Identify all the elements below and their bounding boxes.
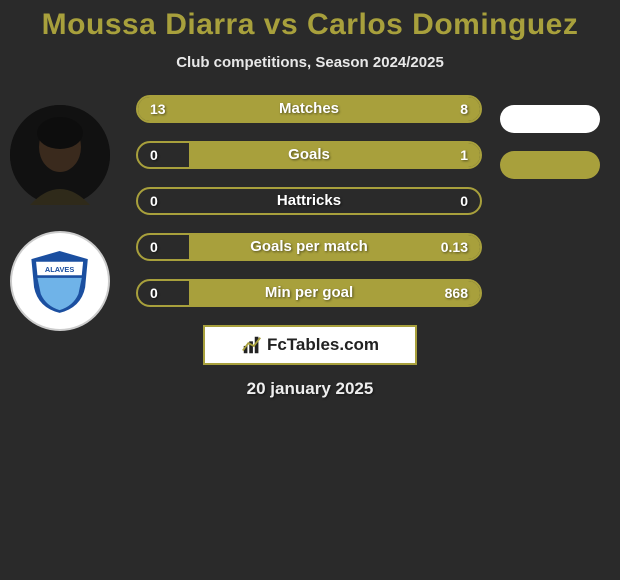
player1-avatar-icon <box>10 105 110 205</box>
brand-text: FcTables.com <box>267 335 379 355</box>
stat-value-right: 8 <box>460 97 468 121</box>
stat-label: Matches <box>138 97 480 121</box>
player1-avatar <box>10 105 110 205</box>
stat-label: Min per goal <box>138 281 480 305</box>
bar-chart-icon <box>241 334 263 356</box>
player1-indicator-pill <box>500 105 600 133</box>
svg-text:ALAVES: ALAVES <box>45 265 74 274</box>
stat-label: Goals per match <box>138 235 480 259</box>
player2-indicator-pill <box>500 151 600 179</box>
stat-value-right: 1 <box>460 143 468 167</box>
stat-value-right: 0.13 <box>441 235 468 259</box>
stat-row: 0Goals1 <box>136 141 482 169</box>
stat-row: 0Goals per match0.13 <box>136 233 482 261</box>
date-text: 20 january 2025 <box>0 379 620 399</box>
stat-label: Hattricks <box>138 189 480 213</box>
stat-value-right: 0 <box>460 189 468 213</box>
player2-avatar: ALAVES <box>10 231 110 331</box>
stat-row: 13Matches8 <box>136 95 482 123</box>
player2-club-logo-icon: ALAVES <box>26 247 93 314</box>
comparison-card: Moussa Diarra vs Carlos Dominguez Club c… <box>0 0 620 399</box>
subtitle: Club competitions, Season 2024/2025 <box>0 54 620 71</box>
stat-row: 0Min per goal868 <box>136 279 482 307</box>
stat-rows: 13Matches80Goals10Hattricks00Goals per m… <box>136 95 482 307</box>
brand-box[interactable]: FcTables.com <box>203 325 417 365</box>
stat-label: Goals <box>138 143 480 167</box>
stat-row: 0Hattricks0 <box>136 187 482 215</box>
page-title: Moussa Diarra vs Carlos Dominguez <box>0 8 620 42</box>
stat-value-right: 868 <box>445 281 468 305</box>
content-area: ALAVES 13Matches80Goals10Hattricks00Goal… <box>0 95 620 307</box>
